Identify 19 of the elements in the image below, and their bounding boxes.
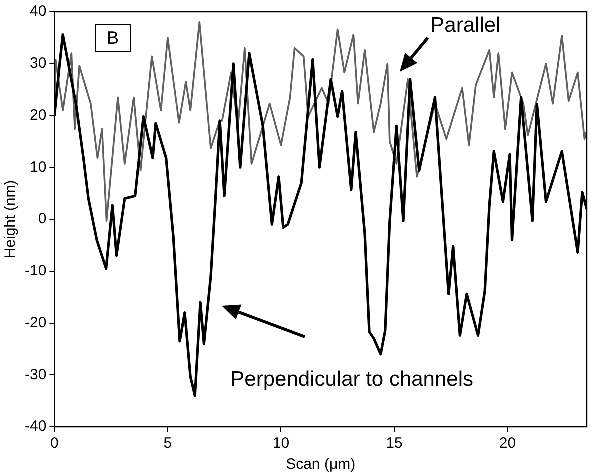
y-tick-label: -10 xyxy=(24,262,47,280)
y-tick-label: 30 xyxy=(30,55,47,72)
x-tick-label: 10 xyxy=(272,435,290,452)
y-tick-label: -20 xyxy=(24,314,47,332)
y-tick-label: -40 xyxy=(24,418,47,436)
annotation: B xyxy=(95,24,132,52)
y-tick-label: 20 xyxy=(30,106,47,124)
y-tick-label: 0 xyxy=(38,210,47,228)
annotation: Parallel xyxy=(430,14,501,37)
annotation: Perpendicular to channels xyxy=(230,368,474,391)
y-tick-label: -30 xyxy=(24,366,47,384)
x-tick-label: 15 xyxy=(386,435,403,452)
y-tick-label: 40 xyxy=(30,3,47,20)
x-axis-title: Scan (μm) xyxy=(286,456,356,474)
x-tick-label: 20 xyxy=(499,435,516,452)
y-tick-label: 10 xyxy=(30,158,47,176)
y-axis-title: Height (nm) xyxy=(2,180,20,259)
x-tick-label: 0 xyxy=(50,435,59,452)
x-tick-label: 5 xyxy=(164,435,172,452)
